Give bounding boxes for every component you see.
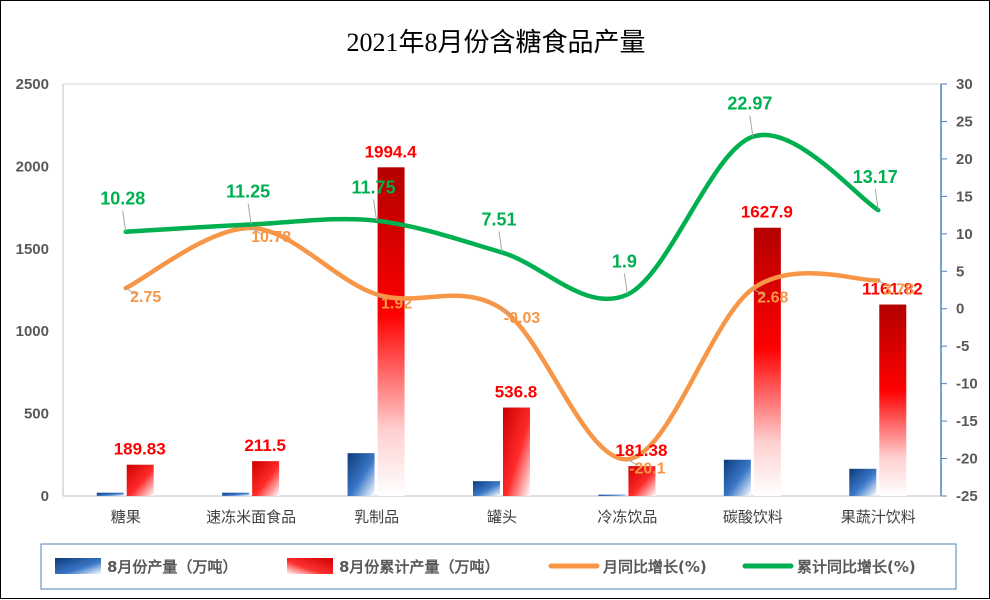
monthly-output-bar: [723, 459, 751, 496]
category-label: 速冻米面食品: [206, 508, 296, 526]
monthly-yoy-label: -20.1: [629, 460, 666, 477]
right-tick-label: 25: [956, 113, 973, 130]
cumulative-output-label: 1994.4: [365, 142, 418, 161]
legend-box: [40, 543, 957, 590]
monthly-yoy-leader: [752, 288, 764, 296]
left-tick-label: 1500: [16, 241, 49, 258]
monthly-output-bar: [598, 494, 626, 496]
cumulative-output-bar: [377, 167, 405, 496]
cumulative-yoy-label: 22.97: [727, 94, 772, 114]
cumulative-output-label: 211.5: [244, 436, 286, 455]
cumulative-output-bar: [126, 464, 154, 496]
cumulative-output-bar: [628, 466, 656, 496]
legend-label-monthly-yoy: 月同比增长(%): [602, 558, 707, 576]
right-tick-label: -5: [956, 338, 969, 355]
monthly-output-bar: [473, 481, 500, 496]
cumulative-output-label: 1627.9: [741, 203, 793, 222]
left-axis-ticks: 0 500 1000 1500 2000 2500: [16, 76, 49, 505]
cumulative-yoy-label: 1.9: [612, 251, 637, 271]
category-label: 糖果: [111, 508, 141, 526]
cumulative-yoy-leader: [749, 115, 754, 137]
legend-label-monthly-output: 8月份产量（万吨）: [107, 558, 237, 576]
monthly-yoy-leader: [878, 279, 889, 287]
cumulative-yoy-leader: [623, 273, 628, 295]
right-tick-label: 30: [956, 76, 973, 93]
right-tick-label: 20: [956, 151, 973, 168]
right-tick-label: -15: [956, 413, 978, 430]
monthly-yoy-leader: [501, 308, 513, 316]
category-labels: 糖果 速冻米面食品 乳制品 罐头 冷冻饮品 碳酸饮料 果蔬汁饮料: [111, 508, 916, 526]
monthly-yoy-label: 2.68: [757, 290, 788, 307]
cumulative-yoy-label: 11.75: [352, 178, 396, 198]
monthly-output-bar: [222, 492, 250, 496]
right-tick-label: -25: [956, 488, 978, 505]
right-tick-label: 5: [956, 263, 964, 280]
left-tick-label: 2500: [16, 76, 49, 93]
cumulative-output-bar: [252, 461, 280, 496]
cumulative-output-label: 536.8: [495, 383, 538, 402]
category-label: 罐头: [487, 508, 517, 526]
cumulative-yoy-leader: [498, 231, 503, 253]
monthly-yoy-label: 1.92: [381, 295, 412, 312]
cumulative-yoy-leader: [247, 203, 252, 225]
cumulative-output-bar: [753, 227, 781, 496]
chart-title: 2021年8月份含糖食品产量: [346, 28, 645, 57]
left-tick-label: 1000: [16, 323, 49, 340]
cumulative-yoy-leader: [122, 210, 127, 232]
right-tick-label: 0: [956, 301, 964, 318]
right-tick-label: 15: [956, 188, 973, 205]
cumulative-yoy-leader: [874, 189, 879, 211]
cumulative-yoy-label: 11.25: [226, 181, 270, 201]
legend-item-monthly-output[interactable]: 8月份产量（万吨）: [55, 558, 237, 576]
cumulative-output-label: 189.83: [114, 440, 166, 459]
monthly-yoy-label: 10.78: [251, 229, 291, 246]
monthly-yoy-leader: [376, 293, 387, 301]
legend-label-cumulative-yoy: 累计同比增长(%): [797, 558, 916, 576]
left-tick-label: 500: [24, 406, 49, 423]
data-labels-layer: 189.83 211.5 1994.4 536.8 181.38 1627.9 1161.8…: [100, 94, 922, 478]
cumulative-output-label: 181.38: [615, 441, 667, 460]
cumulative-output-bar: [879, 304, 907, 496]
category-label: 碳酸饮料: [723, 508, 783, 526]
legend-label-cumulative-output: 8月份累计产量（万吨）: [339, 558, 499, 576]
right-tick-label: -10: [956, 376, 978, 393]
monthly-yoy-label: -0.03: [504, 310, 541, 327]
left-tick-label: 2000: [16, 158, 49, 175]
legend-swatch-blue: [55, 558, 101, 574]
right-tick-label: 10: [956, 226, 973, 243]
cumulative-output-bar: [503, 407, 530, 496]
left-tick-label: 0: [41, 488, 49, 505]
monthly-output-bar: [347, 453, 375, 496]
monthly-output-bar: [849, 468, 877, 496]
category-label: 乳制品: [354, 508, 399, 526]
leader-lines-layer: [122, 115, 889, 466]
cumulative-yoy-label: 7.51: [481, 209, 516, 229]
legend-item-cumulative-output[interactable]: 8月份累计产量（万吨）: [287, 558, 499, 576]
cumulative-yoy-label: 10.28: [100, 189, 145, 209]
right-tick-label: -20: [956, 451, 978, 468]
monthly-output-bar: [96, 492, 124, 496]
monthly-yoy-leader: [250, 227, 262, 235]
right-axis-ticks: -25 -20 -15 -10 -5 0 5 10 15 20 25 30: [941, 76, 978, 505]
plot-area: [62, 83, 942, 497]
monthly-yoy-leader: [125, 287, 136, 295]
cumulative-output-label: 1161.82: [862, 280, 923, 299]
cumulative-yoy-label: 13.17: [853, 167, 898, 187]
legend-item-cumulative-yoy[interactable]: 累计同比增长(%): [742, 558, 916, 576]
category-label: 果蔬汁饮料: [841, 508, 916, 526]
monthly-yoy-label: 3.78: [883, 281, 914, 298]
legend-item-monthly-yoy[interactable]: 月同比增长(%): [548, 558, 707, 576]
cumulative-yoy-leader: [373, 199, 378, 221]
monthly-yoy-leader: [627, 458, 638, 466]
category-label: 冷冻饮品: [597, 508, 657, 526]
legend-swatch-red: [287, 558, 333, 574]
monthly-yoy-label: 2.75: [130, 289, 161, 306]
